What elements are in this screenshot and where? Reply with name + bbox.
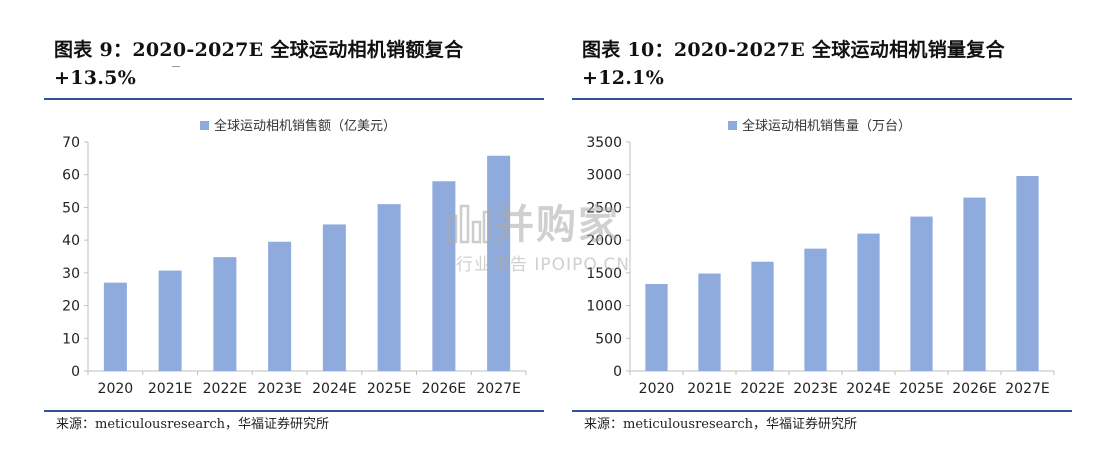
- bar: [213, 257, 237, 371]
- x-tick-label: 2023E: [793, 381, 837, 397]
- y-tick-label: 3500: [586, 135, 622, 151]
- legend-label: 全球运动相机销售额（亿美元）: [214, 118, 396, 134]
- y-tick-label: 40: [62, 233, 80, 249]
- x-tick-label: 2023E: [257, 381, 301, 397]
- chart-title: 图表 9：2020-2027E 全球运动相机销额复合+13.5%: [54, 39, 464, 89]
- bar: [963, 197, 986, 371]
- bar: [1016, 176, 1039, 371]
- x-tick-label: 2022E: [203, 381, 247, 397]
- x-tick-label: 2020: [639, 381, 675, 397]
- bar: [487, 155, 511, 371]
- bar: [377, 204, 401, 371]
- x-tick-label: 2022E: [740, 381, 784, 397]
- y-tick-label: 1000: [586, 299, 622, 315]
- y-tick-label: 50: [62, 200, 80, 216]
- bottom-rule: [44, 410, 544, 412]
- x-tick-label: 2020: [98, 381, 134, 397]
- y-tick-label: 30: [62, 266, 80, 282]
- x-tick-label: 2025E: [367, 381, 411, 397]
- x-tick-label: 2026E: [422, 381, 466, 397]
- x-tick-label: 2025E: [899, 381, 943, 397]
- bar: [432, 181, 456, 371]
- chart-panel-right: 图表 10：2020-2027E 全球运动相机销量复合+12.1% 全球运动相机…: [572, 0, 1072, 463]
- bar-chart-sales-value: 全球运动相机销售额（亿美元） 0 10 20 30 40 50 60 70 2020 2021E 20…: [62, 118, 527, 397]
- legend-swatch: [200, 121, 209, 130]
- bar: [158, 270, 182, 371]
- bar-chart-sales-volume: 全球运动相机销售量（万台） 0 500 1000 1500 2000 2500 3000 350…: [586, 118, 1055, 397]
- y-tick-label: 3000: [586, 168, 622, 184]
- x-tick-label: 2024E: [312, 381, 356, 397]
- bar: [751, 261, 774, 371]
- y-tick-label: 0: [613, 364, 622, 380]
- y-tick-label: 0: [71, 364, 80, 380]
- x-tick-label: 2021E: [687, 381, 731, 397]
- source-note: 来源：meticulousresearch，华福证券研究所: [584, 417, 857, 432]
- top-rule: [572, 98, 1072, 100]
- source-note: 来源：meticulousresearch，华福证券研究所: [56, 417, 329, 432]
- bottom-rule: [572, 410, 1072, 412]
- chart-panel-left: 图表 9：2020-2027E 全球运动相机销额复合+13.5% 全球运动相机销…: [44, 0, 544, 463]
- x-tick-label: 2027E: [476, 381, 520, 397]
- legend-swatch: [728, 121, 737, 130]
- y-tick-label: 2500: [586, 200, 622, 216]
- bar: [804, 248, 827, 371]
- y-tick-label: 2000: [586, 233, 622, 249]
- bar: [698, 273, 721, 371]
- top-rule: [44, 98, 544, 100]
- y-tick-label: 10: [62, 331, 80, 347]
- divider-mark: [172, 66, 180, 67]
- x-tick-label: 2026E: [952, 381, 996, 397]
- x-tick-label: 2027E: [1005, 381, 1049, 397]
- bar: [910, 216, 933, 371]
- x-tick-label: 2024E: [846, 381, 890, 397]
- bar: [645, 283, 668, 371]
- x-tick-label: 2021E: [148, 381, 192, 397]
- y-tick-label: 1500: [586, 266, 622, 282]
- y-tick-label: 60: [62, 168, 80, 184]
- y-tick-label: 70: [62, 135, 80, 151]
- legend-label: 全球运动相机销售量（万台）: [742, 118, 911, 134]
- y-tick-label: 500: [595, 331, 622, 347]
- bar: [268, 241, 292, 371]
- chart-title: 图表 10：2020-2027E 全球运动相机销量复合+12.1%: [582, 39, 1005, 89]
- bar: [103, 282, 127, 371]
- y-tick-label: 20: [62, 299, 80, 315]
- bar: [857, 233, 880, 371]
- bar: [322, 224, 346, 371]
